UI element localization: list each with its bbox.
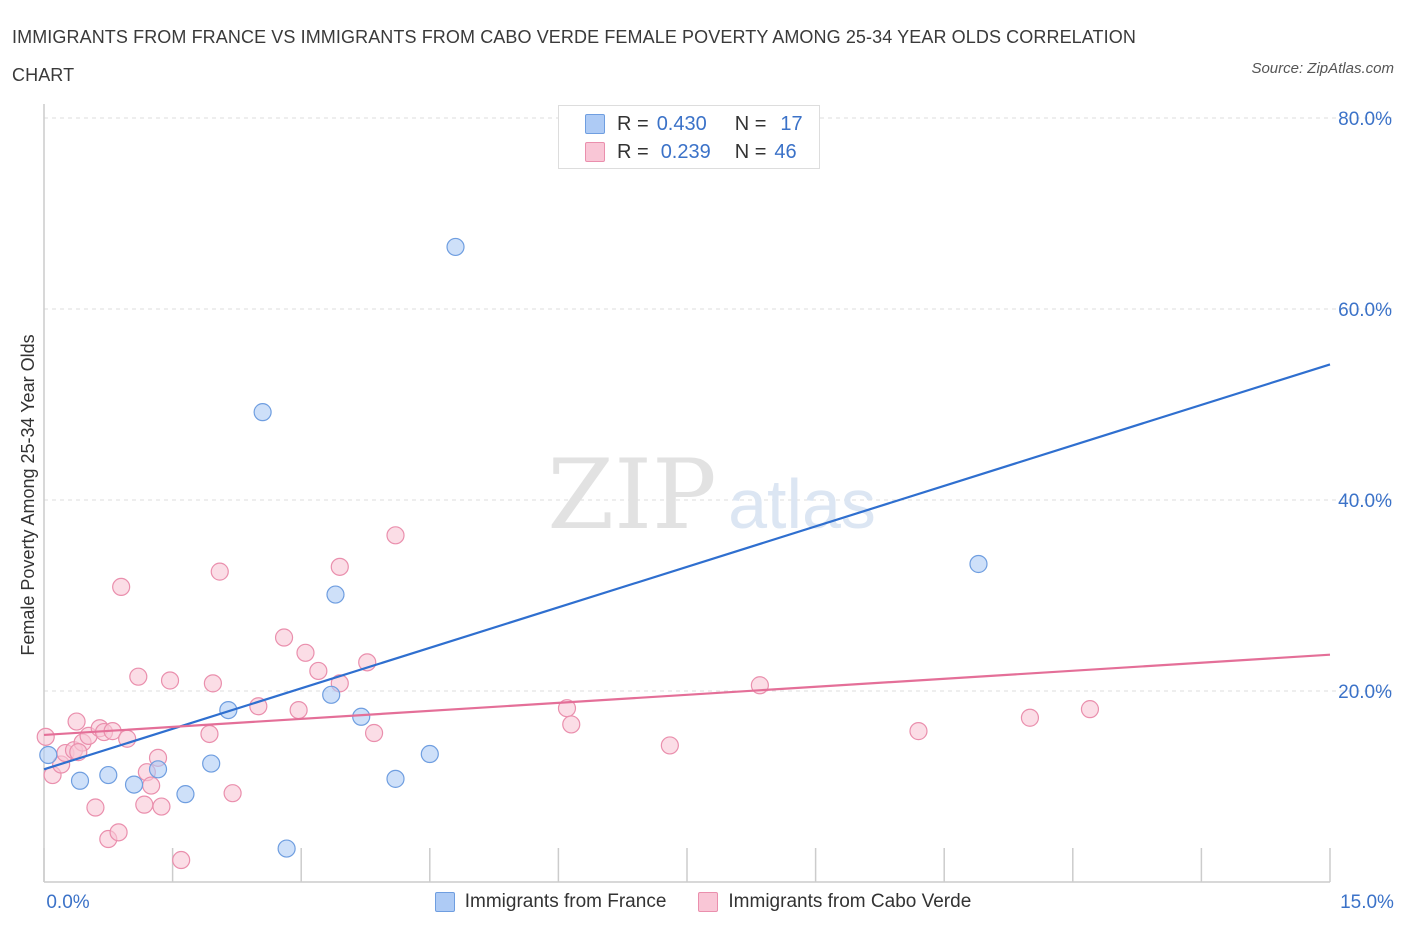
data-point bbox=[112, 577, 131, 597]
data-point bbox=[352, 707, 371, 726]
data-point bbox=[210, 562, 229, 581]
trend-line-france bbox=[43, 363, 1331, 771]
data-point bbox=[274, 628, 294, 647]
data-point bbox=[135, 795, 154, 814]
legend-row-france: R = 0.430 N = 17 bbox=[585, 110, 803, 138]
data-point bbox=[70, 771, 90, 790]
y-tick-label: 80.0% bbox=[1338, 109, 1392, 130]
data-point bbox=[330, 557, 349, 576]
data-point bbox=[67, 712, 86, 731]
y-tick-labels: 20.0% 40.0% 60.0% 80.0% bbox=[1338, 109, 1392, 703]
y-tick-label: 40.0% bbox=[1338, 491, 1392, 512]
data-point bbox=[223, 784, 242, 803]
data-point bbox=[200, 724, 219, 744]
data-point bbox=[253, 403, 272, 422]
y-axis-label: Female Poverty Among 25-34 Year Olds bbox=[18, 334, 38, 655]
series-cabo-verde-points bbox=[36, 526, 1100, 870]
data-point bbox=[148, 760, 168, 779]
data-point bbox=[99, 765, 118, 785]
data-point bbox=[1080, 700, 1100, 719]
chart-title: IMMIGRANTS FROM FRANCE VS IMMIGRANTS FRO… bbox=[12, 27, 1136, 85]
legend-item-france[interactable]: Immigrants from France bbox=[434, 891, 667, 913]
data-point bbox=[160, 671, 180, 690]
data-point bbox=[309, 661, 328, 681]
data-point bbox=[562, 715, 581, 734]
r-label: R = bbox=[617, 140, 649, 163]
x-tick-label-max: 15.0% bbox=[1340, 892, 1394, 913]
data-point bbox=[129, 667, 148, 686]
data-point bbox=[202, 754, 221, 773]
r-value: 0.430 bbox=[656, 112, 707, 135]
data-point bbox=[203, 674, 222, 693]
data-point bbox=[152, 797, 171, 816]
data-point bbox=[39, 745, 58, 765]
n-label: N = bbox=[734, 140, 767, 163]
data-point bbox=[172, 850, 191, 870]
data-point bbox=[660, 736, 679, 755]
data-point bbox=[909, 722, 928, 741]
data-point bbox=[322, 685, 341, 704]
legend-swatch-cabo-verde bbox=[698, 892, 719, 912]
x-tick-labels: 0.0% 15.0% bbox=[46, 892, 1394, 913]
watermark-zip: ZIP bbox=[547, 439, 716, 551]
n-label: N = bbox=[734, 112, 767, 135]
data-point bbox=[277, 839, 296, 858]
x-tick-label-min: 0.0% bbox=[46, 892, 89, 913]
legend-swatch-france bbox=[434, 892, 455, 912]
data-point bbox=[142, 776, 161, 795]
data-point bbox=[1020, 708, 1040, 727]
data-point bbox=[86, 798, 105, 817]
correlation-legend: R = 0.430 N = 17 R = 0.239 N = 46 bbox=[558, 105, 820, 169]
legend-label-france: Immigrants from France bbox=[464, 891, 667, 912]
r-value: 0.239 bbox=[660, 140, 711, 163]
data-point bbox=[326, 585, 345, 604]
data-point bbox=[386, 526, 405, 545]
data-point bbox=[36, 727, 55, 746]
series-legend: Immigrants from France Immigrants from C… bbox=[0, 885, 1406, 919]
trend-line-cabo-verde bbox=[43, 653, 1331, 737]
series-france-points bbox=[39, 237, 988, 858]
data-point bbox=[969, 554, 988, 574]
r-label: R = bbox=[617, 112, 649, 135]
legend-swatch-france bbox=[585, 114, 605, 134]
data-point bbox=[124, 775, 144, 794]
y-tick-label: 20.0% bbox=[1338, 682, 1392, 703]
data-point bbox=[446, 237, 465, 257]
source-credit: Source: ZipAtlas.com bbox=[1251, 60, 1394, 77]
y-tick-label: 60.0% bbox=[1338, 300, 1392, 321]
legend-label-cabo-verde: Immigrants from Cabo Verde bbox=[728, 891, 972, 912]
data-point bbox=[176, 785, 195, 804]
trend-lines bbox=[43, 363, 1331, 771]
data-point bbox=[109, 823, 128, 842]
grid-lines bbox=[44, 117, 1394, 692]
data-point bbox=[420, 744, 439, 764]
data-point bbox=[364, 723, 384, 743]
data-point bbox=[289, 700, 308, 720]
legend-row-cabo-verde: R = 0.239 N = 46 bbox=[585, 138, 797, 166]
n-value: 17 bbox=[780, 112, 803, 135]
data-point bbox=[386, 769, 405, 788]
data-point bbox=[219, 700, 238, 720]
legend-item-cabo-verde[interactable]: Immigrants from Cabo Verde bbox=[698, 891, 971, 913]
data-point bbox=[296, 643, 315, 662]
watermark: ZIP atlas bbox=[547, 439, 876, 551]
legend-swatch-cabo-verde bbox=[585, 142, 605, 162]
n-value: 46 bbox=[774, 140, 797, 163]
